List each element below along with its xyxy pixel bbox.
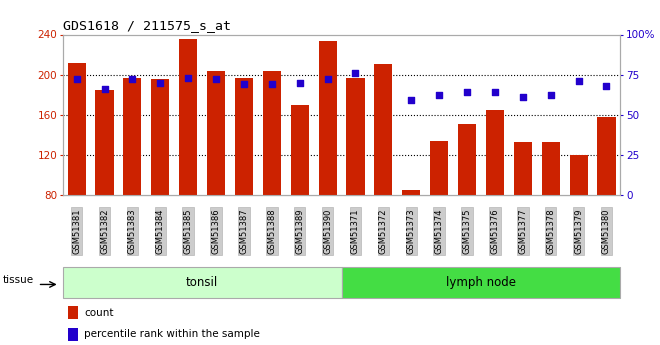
Text: GSM51374: GSM51374 [435,208,444,254]
Text: GSM51371: GSM51371 [351,208,360,254]
Point [71,77,82,82]
Point [99,86,110,92]
Point [462,89,473,95]
Point [267,81,277,87]
Text: GSM51382: GSM51382 [100,208,109,254]
Point [574,78,584,84]
Bar [542,142,560,195]
Bar [63,267,342,298]
Point [490,89,500,95]
Bar [68,306,79,319]
Point [211,77,221,82]
Point [239,81,249,87]
Point [434,93,444,98]
Text: GSM51376: GSM51376 [490,208,500,254]
Bar [374,63,393,195]
Bar [67,62,86,195]
Bar [68,328,79,341]
Text: GSM51385: GSM51385 [183,208,193,254]
Text: GSM51377: GSM51377 [518,208,527,254]
Text: tissue: tissue [3,275,34,285]
Point [545,93,556,98]
Bar [486,110,504,195]
Bar [402,190,420,195]
Bar [570,155,587,195]
Point [601,83,612,89]
Text: GSM51380: GSM51380 [602,208,611,254]
Text: GSM51372: GSM51372 [379,208,388,254]
Point [322,77,333,82]
Text: count: count [84,308,114,318]
Text: tonsil: tonsil [186,276,218,289]
Text: GSM51386: GSM51386 [212,208,220,254]
Point [406,98,416,103]
Bar [290,105,309,195]
Text: GDS1618 / 211575_s_at: GDS1618 / 211575_s_at [63,19,231,32]
Text: GSM51381: GSM51381 [72,208,81,254]
Bar [430,141,448,195]
Bar [597,117,616,195]
Bar [207,71,225,195]
Point [155,80,166,86]
Text: GSM51388: GSM51388 [267,208,277,254]
Text: GSM51383: GSM51383 [128,208,137,254]
Text: lymph node: lymph node [446,276,516,289]
Bar [151,79,170,195]
Text: GSM51373: GSM51373 [407,208,416,254]
Text: GSM51389: GSM51389 [295,208,304,254]
Text: GSM51375: GSM51375 [463,208,471,254]
Bar [123,78,141,195]
Bar [179,39,197,195]
Bar [96,90,114,195]
Bar [513,142,532,195]
Bar [263,71,281,195]
Point [517,94,528,100]
Text: GSM51378: GSM51378 [546,208,555,254]
Text: GSM51384: GSM51384 [156,208,165,254]
Bar [346,78,364,195]
Text: GSM51390: GSM51390 [323,208,332,254]
Point [294,80,305,86]
Text: GSM51387: GSM51387 [240,208,248,254]
Point [183,75,193,81]
Bar [342,267,620,298]
Point [350,70,361,76]
Bar [319,40,337,195]
Text: percentile rank within the sample: percentile rank within the sample [84,329,260,339]
Point [127,77,138,82]
Text: GSM51379: GSM51379 [574,208,583,254]
Bar [458,124,476,195]
Bar [235,78,253,195]
